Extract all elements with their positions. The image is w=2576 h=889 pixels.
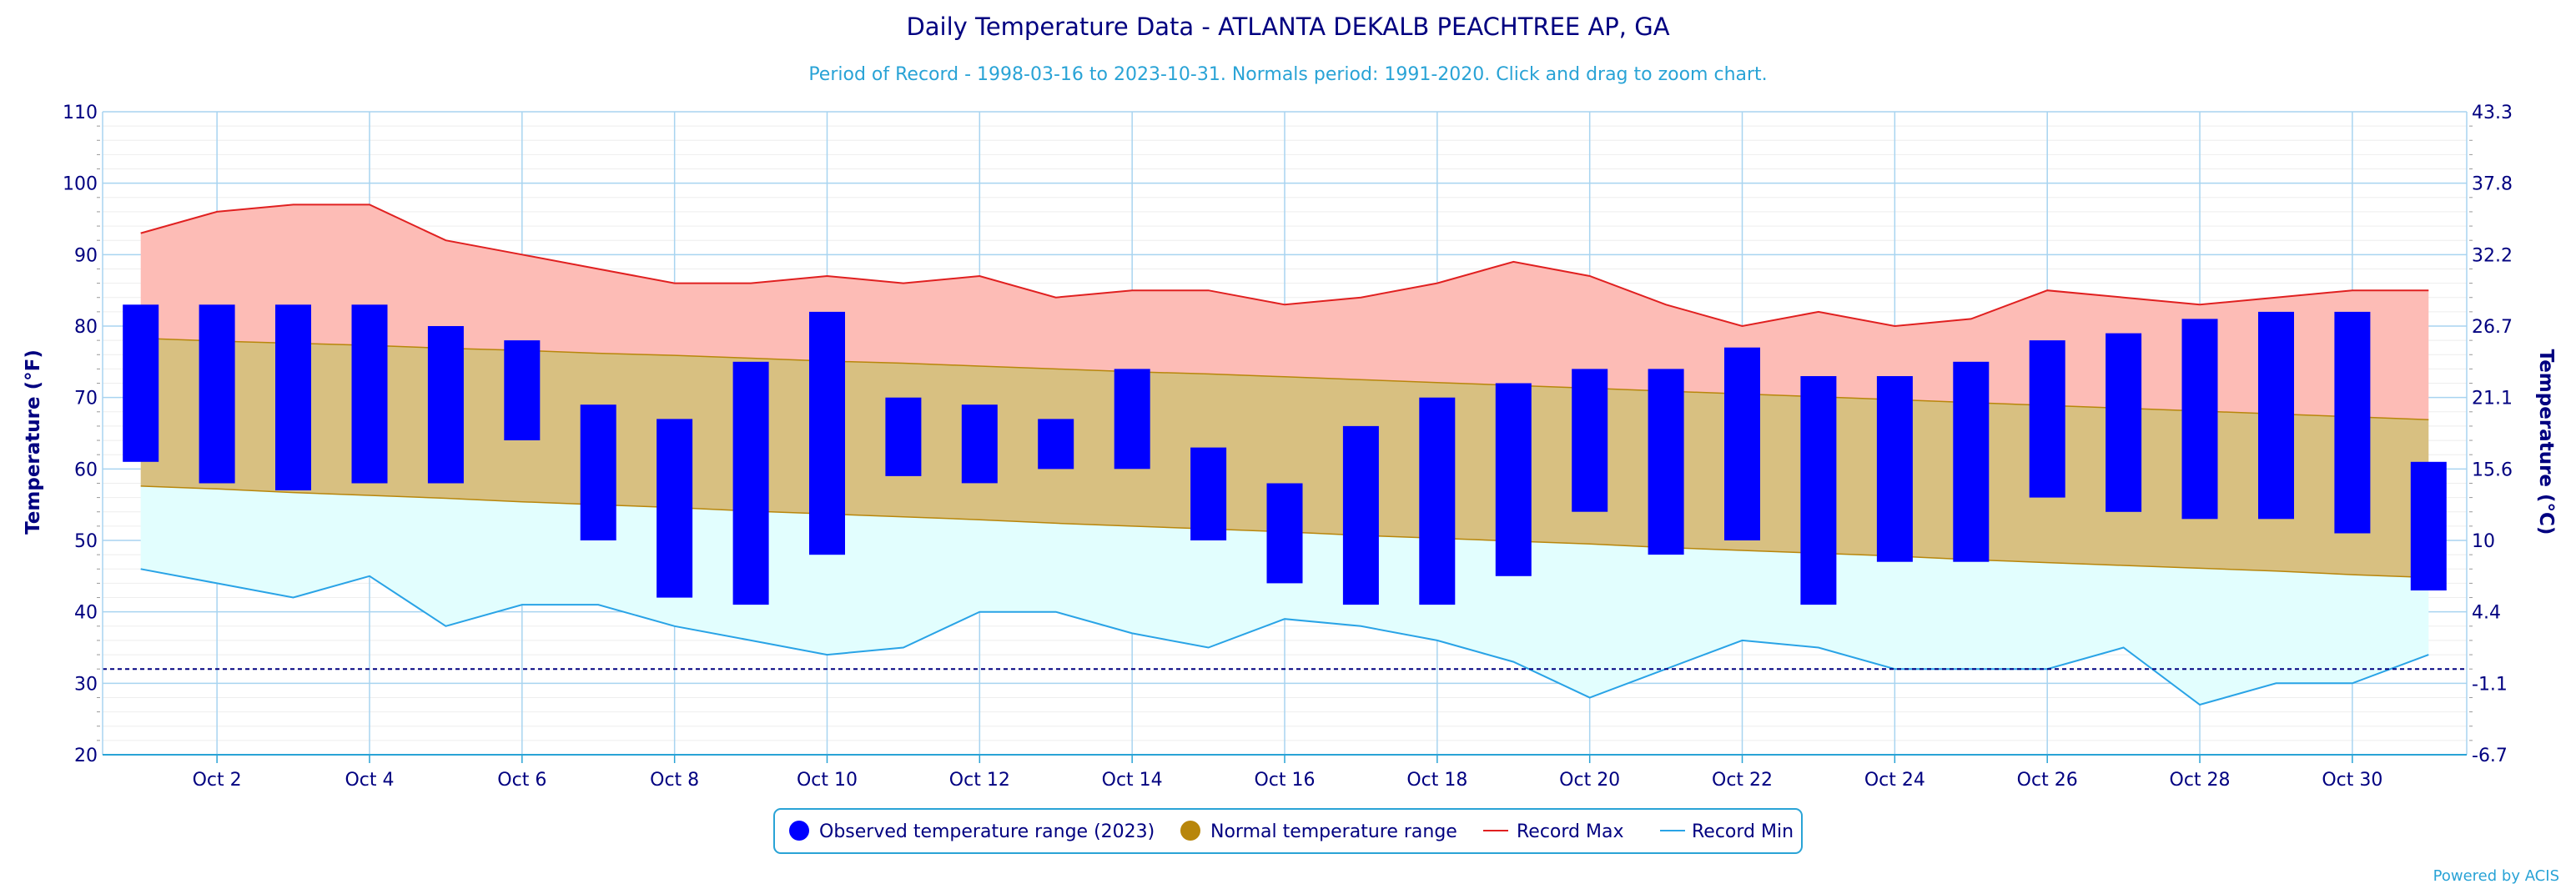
y-axis-title-right: Temperature (°C) bbox=[2535, 349, 2557, 535]
legend-item-observed[interactable]: Observed temperature range (2023) bbox=[789, 821, 1155, 842]
observed-bar-oct-13[interactable] bbox=[1038, 419, 1074, 470]
x-tick-label: Oct 18 bbox=[1406, 770, 1467, 791]
y-tick-label-left: 100 bbox=[63, 174, 98, 195]
observed-bar-oct-23[interactable] bbox=[1800, 376, 1837, 605]
y-tick-label-right: 43.3 bbox=[2472, 103, 2513, 123]
y-tick-label-left: 60 bbox=[74, 460, 98, 480]
observed-bar-oct-31[interactable] bbox=[2410, 461, 2447, 590]
y-tick-label-right: 26.7 bbox=[2472, 317, 2513, 338]
observed-bar-oct-1[interactable] bbox=[123, 304, 159, 462]
observed-bar-oct-15[interactable] bbox=[1190, 447, 1227, 540]
legend-label-observed: Observed temperature range (2023) bbox=[819, 821, 1155, 842]
observed-bar-oct-7[interactable] bbox=[580, 404, 616, 540]
legend-item-record-min[interactable]: Record Min bbox=[1660, 821, 1794, 842]
x-tick-label: Oct 24 bbox=[1864, 770, 1925, 791]
observed-bar-oct-22[interactable] bbox=[1724, 347, 1760, 540]
observed-bar-oct-8[interactable] bbox=[657, 419, 693, 598]
y-tick-label-right: 10 bbox=[2472, 531, 2495, 552]
x-tick-label: Oct 28 bbox=[2170, 770, 2231, 791]
x-tick-label: Oct 2 bbox=[193, 770, 242, 791]
observed-bar-oct-26[interactable] bbox=[2029, 340, 2065, 498]
x-tick-label: Oct 26 bbox=[2017, 770, 2078, 791]
y-tick-label-right: 4.4 bbox=[2472, 603, 2501, 624]
observed-bar-oct-20[interactable] bbox=[1572, 369, 1608, 512]
y-axis-title-left: Temperature (°F) bbox=[23, 349, 44, 535]
x-tick-label: Oct 4 bbox=[345, 770, 394, 791]
observed-bar-oct-9[interactable] bbox=[732, 361, 769, 605]
observed-bar-oct-6[interactable] bbox=[504, 340, 541, 440]
legend-marker-observed bbox=[789, 821, 809, 841]
observed-bar-oct-11[interactable] bbox=[885, 397, 922, 476]
y-tick-label-right: 21.1 bbox=[2472, 389, 2513, 409]
legend-box bbox=[773, 808, 1803, 854]
observed-bar-oct-29[interactable] bbox=[2258, 311, 2294, 520]
y-tick-label-left: 70 bbox=[74, 389, 98, 409]
record-lines bbox=[103, 203, 2467, 706]
x-tick-label: Oct 16 bbox=[1254, 770, 1315, 791]
range-areas bbox=[140, 204, 2429, 705]
legend-label-normal: Normal temperature range bbox=[1210, 821, 1457, 842]
observed-bar-oct-24[interactable] bbox=[1876, 376, 1913, 562]
chart-title: Daily Temperature Data - ATLANTA DEKALB … bbox=[906, 13, 1669, 41]
chart-legend[interactable]: Observed temperature range (2023) Normal… bbox=[773, 808, 1803, 854]
normal-range-area bbox=[140, 338, 2429, 578]
x-tick-label: Oct 6 bbox=[497, 770, 546, 791]
y-axis-right: -6.7 -1.1 4.4 10 15.6 21.1 26.7 32.2 37.8 43.3 bbox=[2466, 103, 2513, 766]
y-tick-label-right: -6.7 bbox=[2472, 746, 2508, 766]
observed-bar-oct-18[interactable] bbox=[1419, 397, 1456, 605]
record-min-area bbox=[140, 485, 2429, 705]
y-tick-label-left: 110 bbox=[63, 103, 98, 123]
x-tick-label: Oct 30 bbox=[2322, 770, 2382, 791]
legend-item-normal[interactable]: Normal temperature range bbox=[1180, 821, 1457, 842]
legend-label-record-max: Record Max bbox=[1517, 821, 1624, 842]
observed-bar-oct-21[interactable] bbox=[1648, 369, 1684, 555]
observed-bar-oct-19[interactable] bbox=[1495, 383, 1532, 576]
x-tick-label: Oct 10 bbox=[797, 770, 858, 791]
x-tick-label: Oct 20 bbox=[1559, 770, 1620, 791]
observed-bar-oct-30[interactable] bbox=[2334, 311, 2371, 534]
observed-bar-oct-17[interactable] bbox=[1342, 425, 1379, 605]
chart-subtitle: Period of Record - 1998-03-16 to 2023-10… bbox=[808, 64, 1767, 85]
observed-bars[interactable] bbox=[123, 304, 2447, 605]
x-tick-label: Oct 14 bbox=[1102, 770, 1163, 791]
record-max-line bbox=[140, 203, 2429, 328]
observed-bar-oct-2[interactable] bbox=[199, 304, 235, 484]
y-tick-label-right: 32.2 bbox=[2472, 245, 2513, 266]
observed-bar-oct-10[interactable] bbox=[809, 311, 845, 555]
x-tick-label: Oct 8 bbox=[650, 770, 699, 791]
x-axis: Oct 2 Oct 4 Oct 6 Oct 8 Oct 10 Oct 12 Oct 14 Oc… bbox=[103, 754, 2467, 791]
y-tick-label-right: -1.1 bbox=[2472, 674, 2508, 695]
y-tick-label-left: 50 bbox=[74, 531, 98, 552]
y-tick-label-left: 80 bbox=[74, 317, 98, 338]
y-tick-label-right: 37.8 bbox=[2472, 174, 2513, 195]
powered-by-credit[interactable]: Powered by ACIS bbox=[2433, 867, 2559, 885]
observed-bar-oct-4[interactable] bbox=[351, 304, 388, 484]
observed-bar-oct-14[interactable] bbox=[1114, 369, 1150, 470]
observed-bar-oct-16[interactable] bbox=[1266, 483, 1303, 584]
observed-bar-oct-12[interactable] bbox=[961, 404, 998, 484]
observed-bar-oct-28[interactable] bbox=[2181, 319, 2218, 520]
y-tick-label-left: 40 bbox=[74, 603, 98, 624]
observed-bar-oct-5[interactable] bbox=[427, 326, 464, 484]
x-tick-label: Oct 12 bbox=[949, 770, 1010, 791]
y-axis-left: 20 30 40 50 60 70 80 90 100 110 bbox=[63, 103, 103, 766]
legend-marker-normal bbox=[1180, 821, 1200, 841]
x-tick-label: Oct 22 bbox=[1712, 770, 1773, 791]
record-max-area bbox=[140, 204, 2429, 420]
legend-label-record-min: Record Min bbox=[1692, 821, 1794, 842]
observed-bar-oct-27[interactable] bbox=[2106, 333, 2142, 512]
y-tick-label-left: 20 bbox=[74, 746, 98, 766]
legend-item-record-max[interactable]: Record Max bbox=[1483, 821, 1624, 842]
observed-bar-oct-3[interactable] bbox=[275, 304, 311, 490]
y-tick-label-right: 15.6 bbox=[2472, 460, 2513, 480]
observed-bar-oct-25[interactable] bbox=[1953, 361, 1990, 562]
y-tick-label-left: 30 bbox=[74, 674, 98, 695]
y-tick-label-left: 90 bbox=[74, 245, 98, 266]
